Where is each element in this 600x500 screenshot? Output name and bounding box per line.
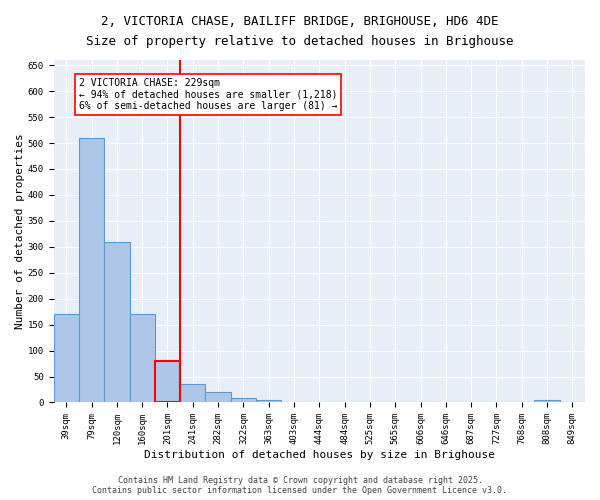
Text: Size of property relative to detached houses in Brighouse: Size of property relative to detached ho… [86,35,514,48]
Bar [231,398,256,402]
Bar [256,400,281,402]
Text: Contains HM Land Registry data © Crown copyright and database right 2025.
Contai: Contains HM Land Registry data © Crown c… [92,476,508,495]
Bar [205,392,231,402]
Bar [155,361,180,403]
Text: 2 VICTORIA CHASE: 229sqm
← 94% of detached houses are smaller (1,218)
6% of semi: 2 VICTORIA CHASE: 229sqm ← 94% of detach… [79,78,337,112]
Bar [53,314,79,402]
Text: 2, VICTORIA CHASE, BAILIFF BRIDGE, BRIGHOUSE, HD6 4DE: 2, VICTORIA CHASE, BAILIFF BRIDGE, BRIGH… [101,15,499,28]
Bar [180,384,205,402]
Bar [104,242,130,402]
Bar [79,138,104,402]
Bar [535,400,560,402]
Bar [130,314,155,402]
Y-axis label: Number of detached properties: Number of detached properties [15,134,25,329]
X-axis label: Distribution of detached houses by size in Brighouse: Distribution of detached houses by size … [144,450,495,460]
